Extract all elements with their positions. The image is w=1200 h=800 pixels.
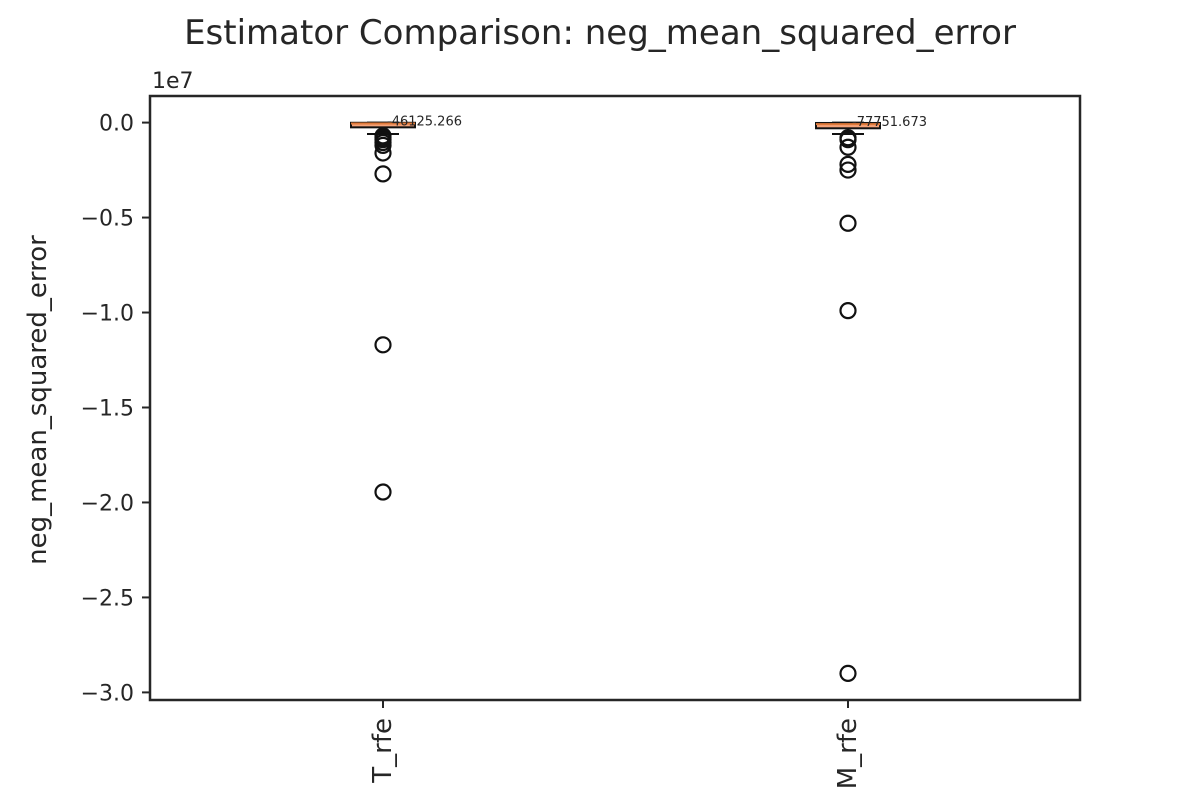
plot-frame [148,94,1082,702]
outlier-point [374,483,392,501]
x-tick-label: M_rfe [833,718,863,789]
outlier-point [839,161,857,179]
outlier-point [374,136,392,154]
y-tick-label: −1.0 [81,302,134,327]
outlier-point [839,664,857,683]
outlier-point [374,336,392,354]
y-axis-label: neg_mean_squared_error [23,235,53,565]
outlier-point [839,138,857,156]
y-tick-label: 0.0 [99,112,134,137]
outlier-point [839,131,857,149]
outlier-point [839,155,857,173]
outlier-point [839,214,857,232]
y-tick-label: −2.5 [81,586,134,611]
outlier-point [839,302,857,320]
chart-title: Estimator Comparison: neg_mean_squared_e… [184,13,1016,53]
box-iqr [815,121,881,130]
y-tick-label: −2.0 [81,491,134,516]
outlier-point [374,144,392,162]
y-tick-label: −1.5 [81,396,134,421]
y-axis-offset-label: 1e7 [152,69,194,94]
median-value-label: -77751.673 [852,115,927,130]
y-tick-label: −3.0 [81,681,134,706]
median-value-label: -46125.266 [387,114,462,129]
outlier-point [374,165,392,183]
y-tick-label: −0.5 [81,207,134,232]
plot-area: 0.0 −0.5 −1.0 −1.5 −2.0 −2.5 −3.0 T_rfe M_rfe -46… [81,112,927,790]
x-tick-label: T_rfe [368,718,398,784]
